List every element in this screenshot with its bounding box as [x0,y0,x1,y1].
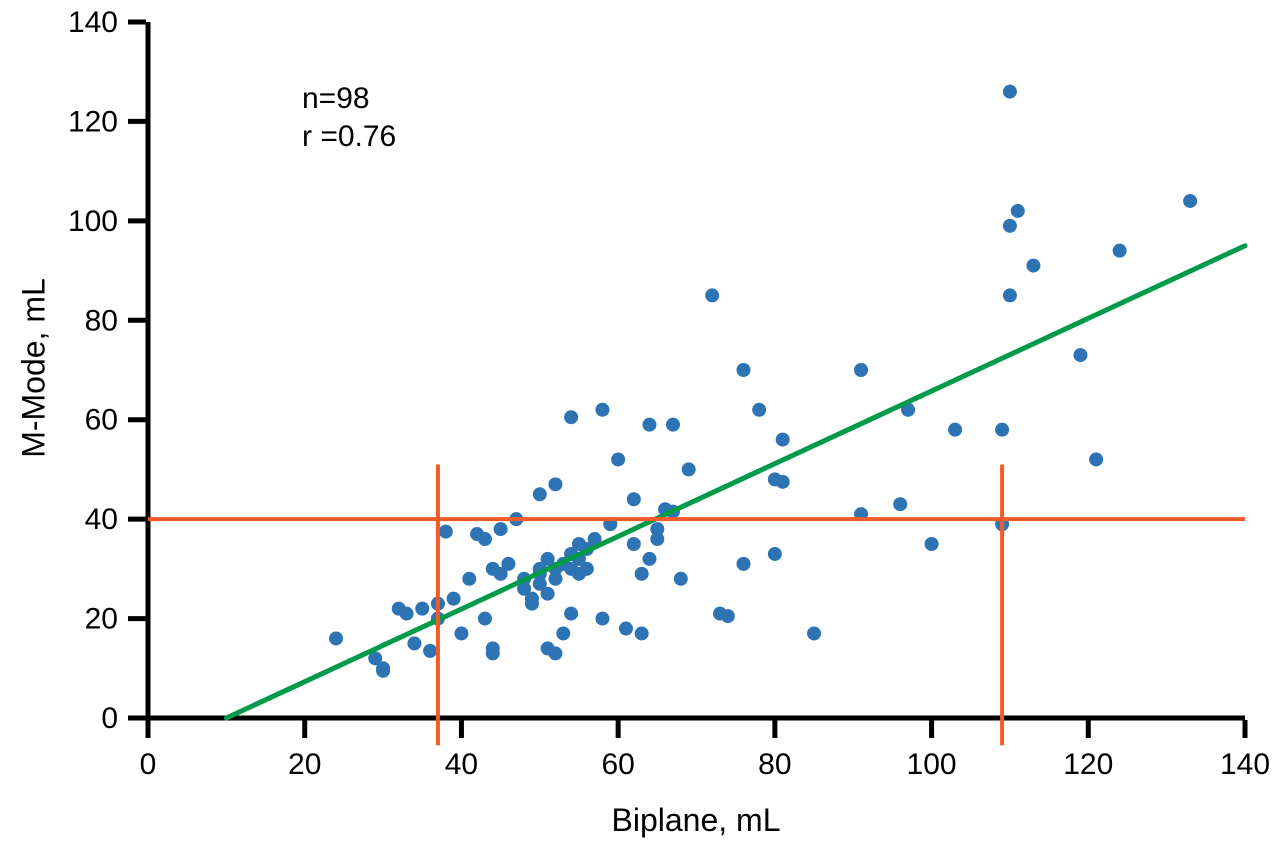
data-point [501,556,516,571]
data-point [376,663,391,678]
data-point [1073,348,1088,363]
data-point [634,626,649,641]
data-point [595,402,610,417]
data-point [454,626,469,641]
x-tick-label: 100 [907,748,957,781]
x-axis-label: Biplane, mL [611,802,781,838]
data-point [634,566,649,581]
y-axis-label: M-Mode, mL [15,278,52,458]
data-point [736,556,751,571]
data-point [493,522,508,537]
x-tick-label: 140 [1220,748,1270,781]
x-tick-label: 20 [288,748,321,781]
data-point [524,596,539,611]
data-point [399,606,414,621]
data-point [564,410,579,425]
data-point [775,474,790,489]
y-tick-label: 60 [85,404,118,437]
data-point [854,363,869,377]
data-point [1112,243,1127,258]
data-point [438,524,453,539]
data-point [767,546,782,561]
data-point [477,611,492,626]
data-point [642,551,657,566]
y-tick-label: 100 [68,205,118,238]
data-point [595,611,610,626]
annotation-r: r =0.76 [302,120,397,153]
data-point [807,626,822,641]
data-point [626,537,641,551]
data-point [564,606,579,621]
data-point [1010,203,1025,218]
y-tick-label: 20 [85,603,118,636]
data-point [587,532,602,547]
data-point [485,646,500,661]
data-point [540,551,555,566]
x-tick-label: 80 [758,748,791,781]
data-point [548,571,563,586]
data-point [477,532,492,547]
data-point [532,487,547,502]
data-point [893,497,908,512]
data-point [462,571,477,586]
data-point [752,402,767,417]
x-tick-label: 60 [601,748,634,781]
x-tick-label: 120 [1063,748,1113,781]
data-point [618,621,633,636]
data-point [329,631,344,646]
data-point [924,537,939,551]
data-point [736,363,751,377]
data-point [650,522,665,537]
data-point [626,492,641,507]
data-point [665,417,680,432]
y-tick-label: 40 [85,503,118,536]
data-point [775,432,790,447]
data-point [650,532,665,547]
data-point [995,422,1010,437]
data-point [1183,193,1198,208]
annotation-n: n=98 [302,82,370,115]
data-point [720,609,735,624]
y-tick-label: 120 [68,105,118,138]
data-point [1002,84,1017,99]
data-point [407,636,422,651]
x-tick-label: 0 [140,748,157,781]
data-point [1002,288,1017,303]
data-point [368,651,383,666]
x-tick-label: 40 [445,748,478,781]
data-point [1089,452,1104,467]
data-point [540,586,555,601]
data-point [579,561,594,576]
data-point [948,422,963,437]
data-point [611,452,626,467]
annotation-block: n=98 r =0.76 [302,80,396,156]
data-point [415,601,430,616]
data-point [548,646,563,661]
data-point [642,417,657,432]
data-point [556,626,571,641]
y-tick-label: 140 [68,6,118,39]
data-point [493,566,508,581]
data-point [517,581,532,596]
data-point [705,288,720,303]
y-tick-label: 0 [101,702,118,735]
data-point [446,591,461,606]
data-point [548,477,563,492]
data-point [681,462,696,477]
data-point [1026,258,1041,273]
data-point [532,576,547,591]
regression-line [223,243,1248,721]
data-point [673,571,688,586]
data-point [423,643,438,658]
data-point [1002,218,1017,233]
y-tick-label: 80 [85,304,118,337]
